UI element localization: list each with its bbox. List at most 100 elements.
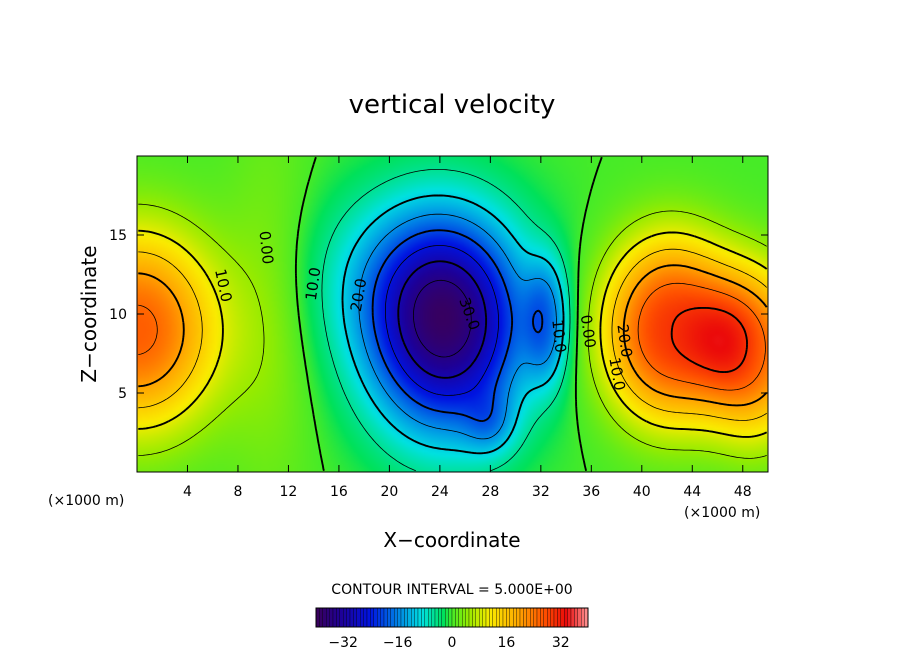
colorbar-ticks: −32 −16 0 16 32 [328, 635, 569, 651]
colorbar-cell [574, 607, 579, 628]
x-tick-label: 24 [431, 484, 449, 500]
colorbar-cell [353, 607, 358, 628]
colorbar-cell [438, 607, 443, 628]
colorbar-cell [516, 607, 521, 628]
colorbar-cell [332, 607, 337, 628]
colorbar-cell [557, 607, 562, 628]
y-axis: 5 10 15 [109, 228, 768, 402]
colorbar-cell [536, 607, 541, 628]
contour-label: 10.0 [605, 356, 629, 392]
colorbar-cell [523, 607, 528, 628]
colorbar-tick-label: −32 [328, 635, 358, 651]
colorbar-cell [445, 607, 449, 628]
contour-level-5 [138, 203, 767, 459]
colorbar-cell [475, 607, 480, 628]
colorbar-cell [339, 607, 344, 628]
colorbar-cell [383, 607, 388, 628]
colorbar-cell [570, 607, 575, 628]
contour-label: 10.0 [548, 319, 569, 354]
colorbar-frame [315, 607, 589, 628]
colorbar-cell [343, 607, 347, 628]
colorbar-cell [421, 607, 426, 628]
colorbar-cell [387, 607, 392, 628]
x-tick-label: 32 [532, 484, 550, 500]
colorbar-cell [581, 607, 585, 628]
colorbar-cell [499, 607, 504, 628]
colorbar-cell [479, 607, 483, 628]
contour-level-neg5 [321, 169, 571, 472]
colorbar-cell [489, 607, 494, 628]
contour-level-neg25 [385, 245, 499, 396]
colorbar-cell [363, 607, 368, 628]
colorbar-cell [550, 607, 555, 628]
colorbar-cell [564, 607, 568, 628]
colorbar-cell [540, 607, 545, 628]
colorbar-cell [506, 607, 511, 628]
colorbar-cell [465, 607, 470, 628]
colorbar-cell [329, 607, 334, 628]
x-tick-label: 28 [481, 484, 499, 500]
colorbar-cell [370, 607, 375, 628]
colorbar-cell [509, 607, 514, 628]
colorbar-tick-label: −16 [383, 635, 413, 651]
contour-level-15 [138, 248, 767, 421]
colorbar-cell [349, 607, 354, 628]
contour-level-20 [138, 264, 768, 407]
contour-interval: CONTOUR INTERVAL = 5.000E+00 [331, 582, 572, 598]
chart-title: vertical velocity [349, 90, 556, 120]
contour-lines [138, 156, 768, 472]
contour-level-30 [670, 306, 748, 374]
colorbar-cell [547, 607, 551, 628]
colorbar-cell [462, 607, 466, 628]
contour-label: 20.0 [613, 323, 635, 359]
colorbar-cell [424, 607, 429, 628]
colorbar-tick-label: 0 [448, 635, 457, 651]
colorbar-cell [397, 607, 402, 628]
colorbar-cell [472, 607, 477, 628]
colorbar-cell [404, 607, 409, 628]
contour-level-neg10 [341, 194, 565, 455]
colorbar-cell [428, 607, 432, 628]
x-tick-label: 4 [183, 484, 192, 500]
colorbar-tick-label: 16 [497, 635, 515, 651]
colorbar-cell [468, 607, 473, 628]
x-axis-label: X−coordinate [383, 528, 520, 552]
colorbar-cell [373, 607, 378, 628]
x-tick-label: 20 [380, 484, 398, 500]
x-unit-left: (×1000 m) [48, 493, 124, 509]
y-tick-label: 10 [109, 307, 127, 323]
colorbar-cell [577, 607, 582, 628]
colorbar-cell [377, 607, 381, 628]
colorbar-cell [482, 607, 487, 628]
colorbar-cell [394, 607, 398, 628]
colorbar-cell [567, 607, 572, 628]
contour-level-neg15 [358, 213, 557, 440]
colorbar-cell [441, 607, 446, 628]
colorbar-cell [458, 607, 463, 628]
colorbar-cell [400, 607, 405, 628]
colorbar-cell [431, 607, 436, 628]
contour-level-neg35 [413, 279, 472, 358]
x-tick-label: 48 [734, 484, 752, 500]
colorbar-cell [411, 607, 415, 628]
colorbar-cell [513, 607, 517, 628]
colorbar-cell [315, 607, 320, 628]
colorbar-cell [407, 607, 412, 628]
y-tick-label: 15 [109, 228, 127, 244]
x-tick-label: 40 [633, 484, 651, 500]
contour-label: 20.0 [347, 277, 371, 313]
y-tick-label: 5 [118, 386, 127, 402]
colorbar-cell [319, 607, 324, 628]
colorbar-cell [492, 607, 497, 628]
colorbar-cell [326, 607, 330, 628]
colorbar-cell [448, 607, 453, 628]
plot-area [137, 156, 768, 472]
colorbar-cell [356, 607, 361, 628]
colorbar-cell [543, 607, 548, 628]
colorbar-cells [315, 607, 589, 628]
colorbar-cell [336, 607, 341, 628]
colorbar-cell [485, 607, 490, 628]
colorbar-cell [380, 607, 385, 628]
